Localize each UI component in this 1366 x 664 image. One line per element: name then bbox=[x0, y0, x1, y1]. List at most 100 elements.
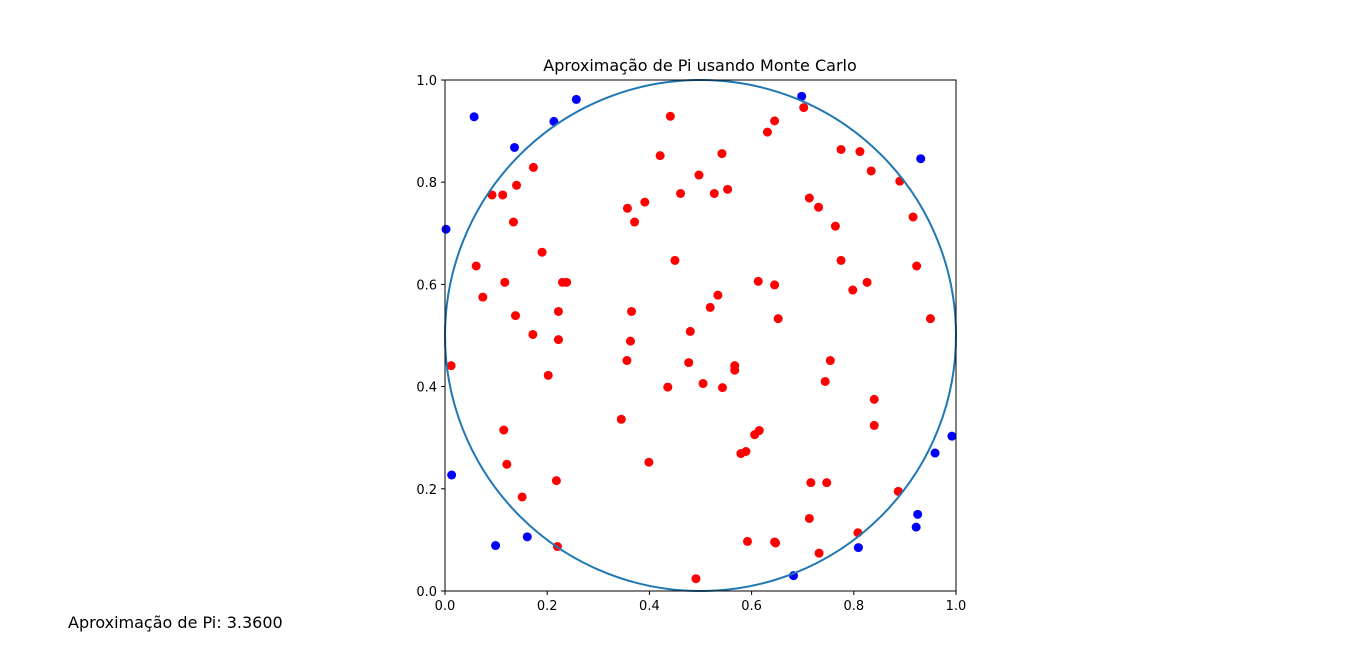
scatter-points bbox=[441, 91, 957, 584]
data-point bbox=[862, 277, 872, 287]
data-point bbox=[640, 197, 650, 207]
data-point bbox=[571, 94, 581, 104]
data-point bbox=[491, 541, 501, 551]
data-point bbox=[622, 203, 632, 213]
data-point bbox=[762, 127, 772, 137]
data-point bbox=[511, 311, 521, 321]
x-tick-label: 1.0 bbox=[946, 599, 967, 614]
data-point bbox=[848, 285, 858, 295]
data-point bbox=[814, 548, 824, 558]
y-tick-label: 0.0 bbox=[416, 585, 437, 600]
data-point bbox=[528, 162, 538, 172]
data-point bbox=[622, 356, 632, 366]
data-point bbox=[478, 292, 488, 302]
data-point bbox=[500, 277, 510, 287]
x-axis-ticks: 0.0 0.2 0.4 0.6 0.8 1.0 bbox=[435, 591, 967, 614]
x-tick-label: 0.2 bbox=[537, 599, 558, 614]
data-point bbox=[684, 358, 694, 368]
data-point bbox=[770, 280, 780, 290]
x-tick-label: 0.8 bbox=[843, 599, 864, 614]
x-tick-label: 0.0 bbox=[435, 599, 456, 614]
data-point bbox=[771, 538, 781, 548]
data-point bbox=[916, 154, 926, 164]
data-point bbox=[869, 394, 879, 404]
data-point bbox=[528, 329, 538, 339]
data-point bbox=[713, 290, 723, 300]
data-point bbox=[630, 217, 640, 227]
data-point bbox=[814, 202, 824, 212]
data-point bbox=[750, 430, 760, 440]
data-point bbox=[616, 414, 626, 424]
data-point bbox=[723, 184, 733, 194]
data-point bbox=[825, 356, 835, 366]
data-point bbox=[469, 112, 479, 122]
data-point bbox=[930, 448, 940, 458]
data-point bbox=[644, 457, 654, 467]
x-tick-label: 0.6 bbox=[741, 599, 762, 614]
x-tick-label: 0.4 bbox=[639, 599, 660, 614]
data-point bbox=[911, 522, 921, 532]
data-point bbox=[517, 492, 527, 502]
data-point bbox=[691, 574, 701, 584]
data-point bbox=[553, 306, 563, 316]
data-point bbox=[753, 276, 763, 286]
data-point bbox=[663, 382, 673, 392]
data-point bbox=[806, 478, 816, 488]
y-tick-label: 0.8 bbox=[416, 176, 437, 191]
pi-approximation-text: Aproximação de Pi: 3.3600 bbox=[68, 613, 283, 632]
data-point bbox=[551, 476, 561, 486]
chart-title: Aproximação de Pi usando Monte Carlo bbox=[543, 56, 857, 75]
data-point bbox=[705, 302, 715, 312]
data-point bbox=[730, 365, 740, 375]
data-point bbox=[512, 180, 522, 190]
data-point bbox=[543, 370, 553, 380]
axes-frame bbox=[444, 79, 957, 592]
data-point bbox=[685, 326, 695, 336]
data-point bbox=[717, 383, 727, 393]
data-point bbox=[822, 478, 832, 488]
data-point bbox=[804, 513, 814, 523]
y-axis-ticks: 0.0 0.2 0.4 0.6 0.8 1.0 bbox=[416, 74, 445, 600]
y-tick-label: 0.2 bbox=[416, 483, 437, 498]
data-point bbox=[498, 190, 508, 200]
data-point bbox=[855, 147, 865, 157]
data-point bbox=[797, 91, 807, 101]
data-point bbox=[770, 116, 780, 126]
data-point bbox=[925, 314, 935, 324]
data-point bbox=[665, 111, 675, 121]
data-point bbox=[553, 335, 563, 345]
data-point bbox=[830, 221, 840, 231]
data-point bbox=[743, 536, 753, 546]
data-point bbox=[537, 247, 547, 257]
data-point bbox=[836, 144, 846, 154]
data-point bbox=[446, 361, 456, 371]
data-point bbox=[698, 379, 708, 389]
data-point bbox=[499, 425, 509, 435]
data-point bbox=[799, 103, 809, 113]
data-point bbox=[522, 532, 532, 542]
data-point bbox=[869, 420, 879, 430]
data-point bbox=[625, 336, 635, 346]
data-point bbox=[709, 188, 719, 198]
data-point bbox=[866, 166, 876, 176]
data-point bbox=[447, 470, 457, 480]
data-point bbox=[487, 190, 497, 200]
data-point bbox=[804, 193, 814, 203]
data-point bbox=[773, 314, 783, 324]
data-point bbox=[947, 431, 957, 441]
data-point bbox=[562, 277, 572, 287]
data-point bbox=[820, 376, 830, 386]
data-point bbox=[913, 509, 923, 519]
data-point bbox=[670, 255, 680, 265]
data-point bbox=[694, 170, 704, 180]
y-tick-label: 0.4 bbox=[416, 381, 437, 396]
data-point bbox=[509, 142, 519, 152]
y-tick-label: 1.0 bbox=[416, 74, 437, 89]
data-point bbox=[627, 306, 637, 316]
data-point bbox=[471, 261, 481, 271]
data-point bbox=[441, 224, 451, 234]
data-point bbox=[676, 188, 686, 198]
data-point bbox=[912, 261, 922, 271]
data-point bbox=[853, 543, 863, 553]
